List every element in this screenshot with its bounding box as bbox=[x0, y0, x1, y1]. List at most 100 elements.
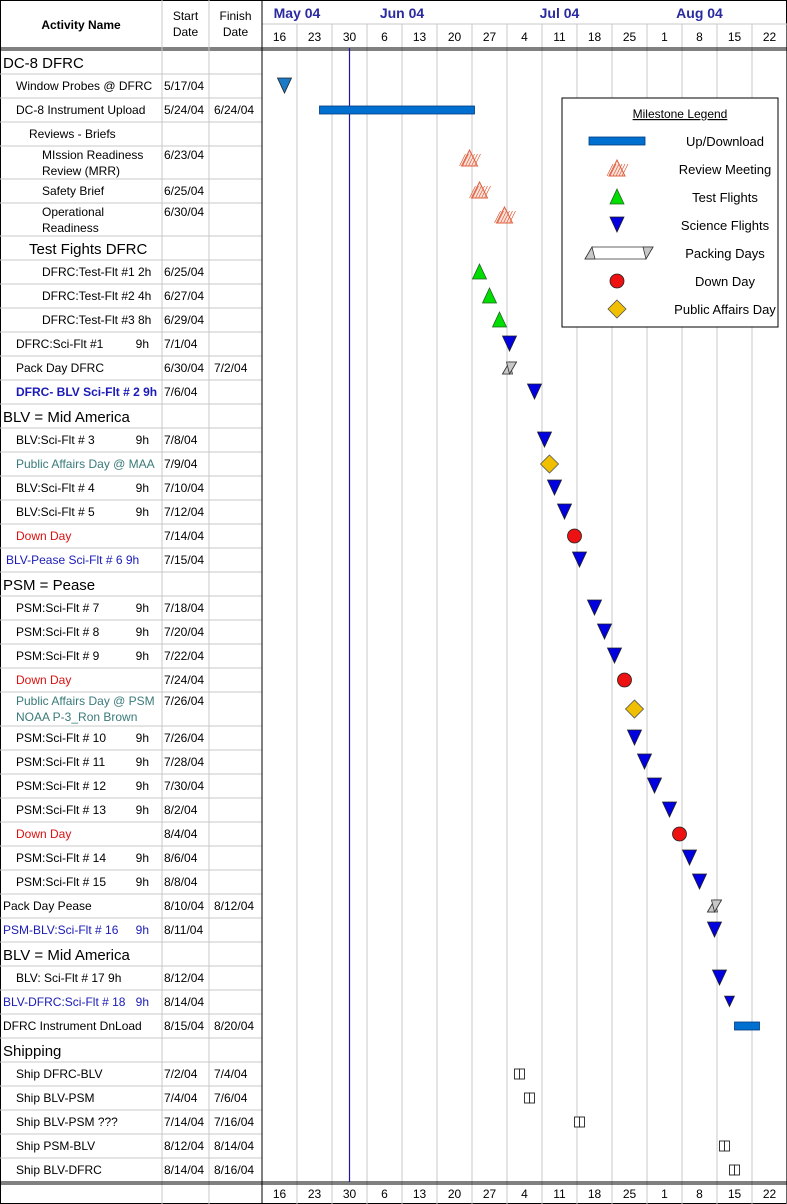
shipping-marker bbox=[524, 1092, 535, 1104]
task-name: PSM:Sci-Flt # 13 bbox=[16, 803, 106, 817]
week-tick-label: 27 bbox=[483, 30, 497, 44]
task-start-date: 8/15/04 bbox=[164, 1019, 204, 1033]
task-start-date: 6/30/04 bbox=[164, 205, 204, 219]
task-name: BLV:Sci-Flt # 4 bbox=[16, 481, 95, 495]
task-finish-date: 8/14/04 bbox=[214, 1139, 254, 1153]
week-tick-label: 18 bbox=[588, 30, 602, 44]
task-name: BLV-DFRC:Sci-Flt # 18 bbox=[3, 995, 126, 1009]
review-meeting-marker bbox=[459, 148, 481, 167]
task-hours: 9h bbox=[136, 625, 149, 639]
week-tick-label-bottom: 23 bbox=[308, 1187, 322, 1201]
hatch-line bbox=[497, 210, 504, 224]
ship-start-box bbox=[514, 1068, 520, 1080]
hatch-line bbox=[475, 185, 482, 199]
task-name: Review (MRR) bbox=[42, 164, 120, 178]
task-name: Pack Day Pease bbox=[3, 899, 92, 913]
task-name: Pack Day DFRC bbox=[16, 361, 104, 375]
task-start-date: 5/24/04 bbox=[164, 103, 204, 117]
task-name: Public Affairs Day @ MAA bbox=[16, 457, 155, 471]
task-start-date: 7/26/04 bbox=[164, 694, 204, 708]
task-hours: 9h bbox=[136, 731, 149, 745]
task-name: Down Day bbox=[16, 827, 71, 841]
task-start-date: 7/6/04 bbox=[164, 385, 198, 399]
task-name: Shipping bbox=[3, 1043, 61, 1060]
task-start-date: 8/4/04 bbox=[164, 827, 198, 841]
week-tick-label: 16 bbox=[273, 30, 287, 44]
down-day-marker bbox=[617, 672, 632, 688]
shipping-marker bbox=[729, 1164, 740, 1176]
task-hours: 9h bbox=[136, 481, 149, 495]
task-name: DFRC:Test-Flt #3 8h bbox=[42, 313, 151, 327]
task-hours: 9h bbox=[136, 505, 149, 519]
task-name: DFRC:Test-Flt #1 2h bbox=[42, 265, 151, 279]
week-tick-label: 22 bbox=[763, 30, 777, 44]
review-meeting-marker bbox=[469, 180, 491, 199]
week-tick-label: 30 bbox=[343, 30, 357, 44]
ship-start-box bbox=[524, 1092, 530, 1104]
task-name: PSM:Sci-Flt # 8 bbox=[16, 625, 100, 639]
hatch-line bbox=[478, 185, 485, 199]
science-flight-marker bbox=[661, 801, 678, 818]
month-label: Aug 04 bbox=[676, 5, 723, 21]
task-name: Window Probes @ DFRC bbox=[16, 79, 153, 93]
week-tick-label: 20 bbox=[448, 30, 462, 44]
task-start-date: 8/12/04 bbox=[164, 1139, 204, 1153]
task-finish-date: 8/20/04 bbox=[214, 1019, 254, 1033]
hatch-line bbox=[471, 153, 478, 167]
science-flight-marker bbox=[556, 503, 573, 520]
ship-end-box bbox=[519, 1068, 525, 1080]
task-start-date: 7/30/04 bbox=[164, 779, 204, 793]
science-flight-marker bbox=[526, 383, 543, 400]
science-flight-marker bbox=[571, 551, 588, 568]
science-flight-marker bbox=[606, 647, 623, 664]
hatch-line bbox=[481, 185, 488, 199]
packing-end-triangle bbox=[642, 246, 654, 261]
start-date-header: Date bbox=[173, 25, 199, 39]
task-name: PSM = Pease bbox=[3, 577, 95, 594]
task-start-date: 7/14/04 bbox=[164, 529, 204, 543]
packing-days-marker bbox=[501, 360, 518, 376]
science-flight-marker bbox=[706, 921, 723, 938]
week-tick-label-bottom: 8 bbox=[696, 1187, 703, 1201]
task-start-date: 8/2/04 bbox=[164, 803, 198, 817]
updownload-bar bbox=[734, 1021, 760, 1031]
task-start-date: 6/25/04 bbox=[164, 184, 204, 198]
task-start-date: 5/17/04 bbox=[164, 79, 204, 93]
task-name: BLV = Mid America bbox=[3, 947, 131, 964]
task-name: Readiness bbox=[42, 221, 99, 235]
task-name: Ship BLV-PSM ??? bbox=[16, 1115, 118, 1129]
task-name: Reviews - Briefs bbox=[29, 127, 116, 141]
task-start-date: 8/11/04 bbox=[164, 923, 203, 937]
hatch-line bbox=[506, 210, 513, 224]
task-start-date: 7/9/04 bbox=[164, 457, 198, 471]
hatch-line bbox=[618, 163, 626, 177]
activity-name-header: Activity Name bbox=[41, 18, 121, 32]
task-finish-date: 7/16/04 bbox=[214, 1115, 254, 1129]
task-name: PSM:Sci-Flt # 9 bbox=[16, 649, 100, 663]
week-tick-label-bottom: 6 bbox=[381, 1187, 388, 1201]
task-start-date: 8/10/04 bbox=[164, 899, 204, 913]
task-name: DFRC:Test-Flt #2 4h bbox=[42, 289, 151, 303]
review-meeting-marker bbox=[494, 205, 516, 224]
task-name: BLV:Sci-Flt # 5 bbox=[16, 505, 95, 519]
hatch-line bbox=[462, 153, 469, 167]
task-start-date: 7/12/04 bbox=[164, 505, 204, 519]
task-finish-date: 7/2/04 bbox=[214, 361, 248, 375]
task-name: NOAA P-3_Ron Brown bbox=[16, 710, 137, 724]
week-tick-label-bottom: 18 bbox=[588, 1187, 602, 1201]
month-label: Jun 04 bbox=[380, 5, 425, 21]
packing-days-marker bbox=[706, 898, 723, 914]
blue-down-triangle-icon bbox=[609, 216, 625, 233]
green-triangle-icon bbox=[609, 188, 625, 205]
hatch-line bbox=[612, 163, 620, 177]
hatch-line bbox=[494, 210, 501, 224]
task-start-date: 6/23/04 bbox=[164, 148, 204, 162]
milestone-legend: Milestone Legend Up/Download Review Meetin… bbox=[561, 97, 779, 328]
task-name: PSM:Sci-Flt # 15 bbox=[16, 875, 106, 889]
shipping-marker bbox=[719, 1140, 730, 1152]
task-hours: 9h bbox=[136, 851, 149, 865]
science-flight-marker bbox=[596, 623, 613, 640]
hatch-line bbox=[609, 163, 617, 177]
task-name: PSM:Sci-Flt # 11 bbox=[16, 755, 105, 769]
